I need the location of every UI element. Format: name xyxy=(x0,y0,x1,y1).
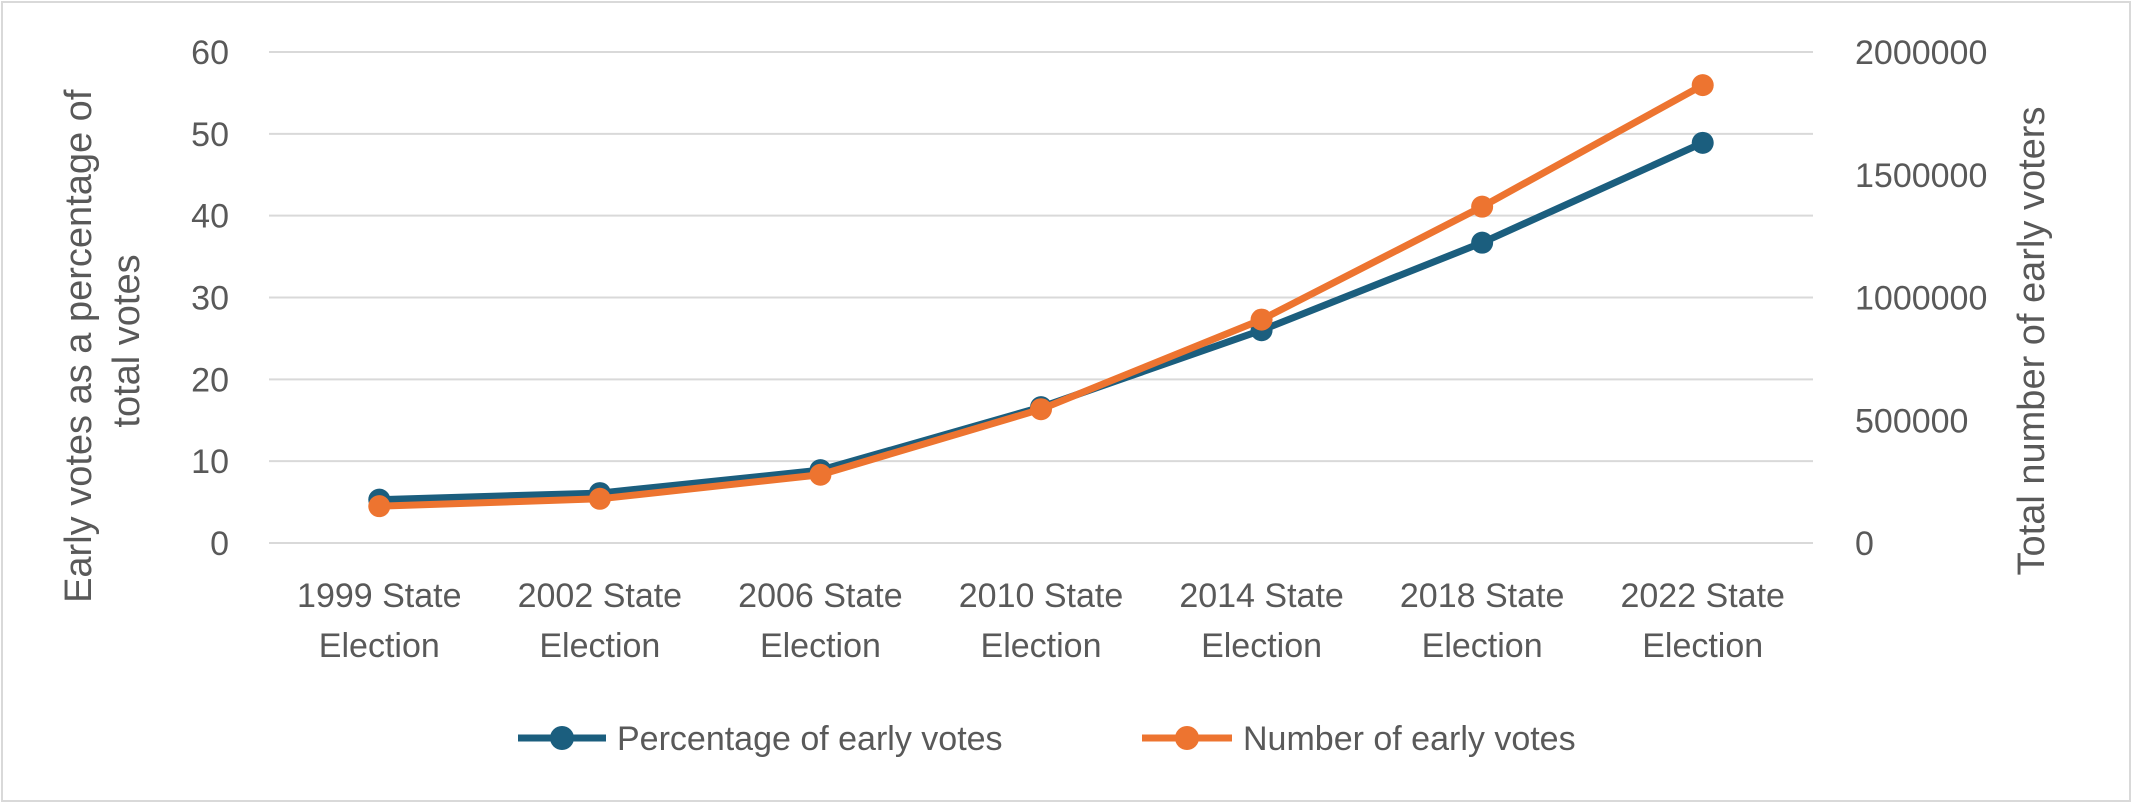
legend-marker-percentage xyxy=(550,726,574,750)
legend: Percentage of early votes Number of earl… xyxy=(518,720,1576,758)
legend-label-number: Number of early votes xyxy=(1243,720,1576,758)
data-point xyxy=(1691,74,1714,97)
legend-item-percentage: Percentage of early votes xyxy=(518,720,1003,758)
left-tick-label: 10 xyxy=(191,443,229,481)
data-point xyxy=(1250,308,1273,331)
right-tick-label: 0 xyxy=(1855,525,1874,563)
left-axis-title-line-2: total votes xyxy=(106,254,148,427)
left-tick-label: 60 xyxy=(191,34,229,72)
data-point xyxy=(1030,398,1052,421)
data-point xyxy=(588,487,611,510)
x-category-label: 2018 State Election xyxy=(1400,577,1564,665)
x-category-label: 2006 State Election xyxy=(738,577,902,665)
data-point xyxy=(809,463,832,486)
x-axis-category-labels: 1999 State Election 2002 State Election 2006… xyxy=(297,577,1785,665)
gridlines xyxy=(269,51,1813,544)
legend-marker-number xyxy=(1175,726,1199,750)
left-tick-label: 40 xyxy=(191,198,229,236)
legend-label-percentage: Percentage of early votes xyxy=(617,720,1003,758)
data-point xyxy=(1691,131,1714,154)
right-tick-label: 2000000 xyxy=(1855,34,1987,72)
right-tick-label: 500000 xyxy=(1855,402,1968,440)
x-category-label: 2014 State Election xyxy=(1179,577,1343,665)
right-axis-ticks: 0 500000 1000000 1500000 2000000 xyxy=(1855,34,1987,563)
left-axis-ticks: 0 10 20 30 40 50 60 xyxy=(191,34,229,563)
data-point xyxy=(1471,231,1494,254)
data-point xyxy=(1471,195,1494,218)
left-axis-title: Early votes as a percentage of total vot… xyxy=(58,79,148,603)
x-category-label: 2022 State Election xyxy=(1620,577,1784,665)
right-tick-label: 1000000 xyxy=(1855,280,1987,318)
right-axis-title: Total number of early voters xyxy=(2011,107,2053,576)
series-line xyxy=(375,81,1707,510)
data-point xyxy=(368,495,391,518)
series-lines xyxy=(368,74,1714,518)
legend-item-number: Number of early votes xyxy=(1142,720,1576,758)
x-category-label: 2002 State Election xyxy=(518,577,682,665)
left-tick-label: 20 xyxy=(191,361,229,399)
x-category-label: 1999 State Election xyxy=(297,577,461,665)
series-number xyxy=(368,74,1714,518)
x-category-label: 2010 State Election xyxy=(959,577,1123,665)
left-tick-label: 30 xyxy=(191,280,229,318)
left-tick-label: 0 xyxy=(210,525,229,563)
left-tick-label: 50 xyxy=(191,116,229,154)
left-axis-title-line-1: Early votes as a percentage of xyxy=(58,89,100,603)
line-chart: 0 10 20 30 40 50 60 0 500000 1000000 1500000 20000… xyxy=(58,34,2053,758)
right-tick-label: 1500000 xyxy=(1855,157,1987,195)
